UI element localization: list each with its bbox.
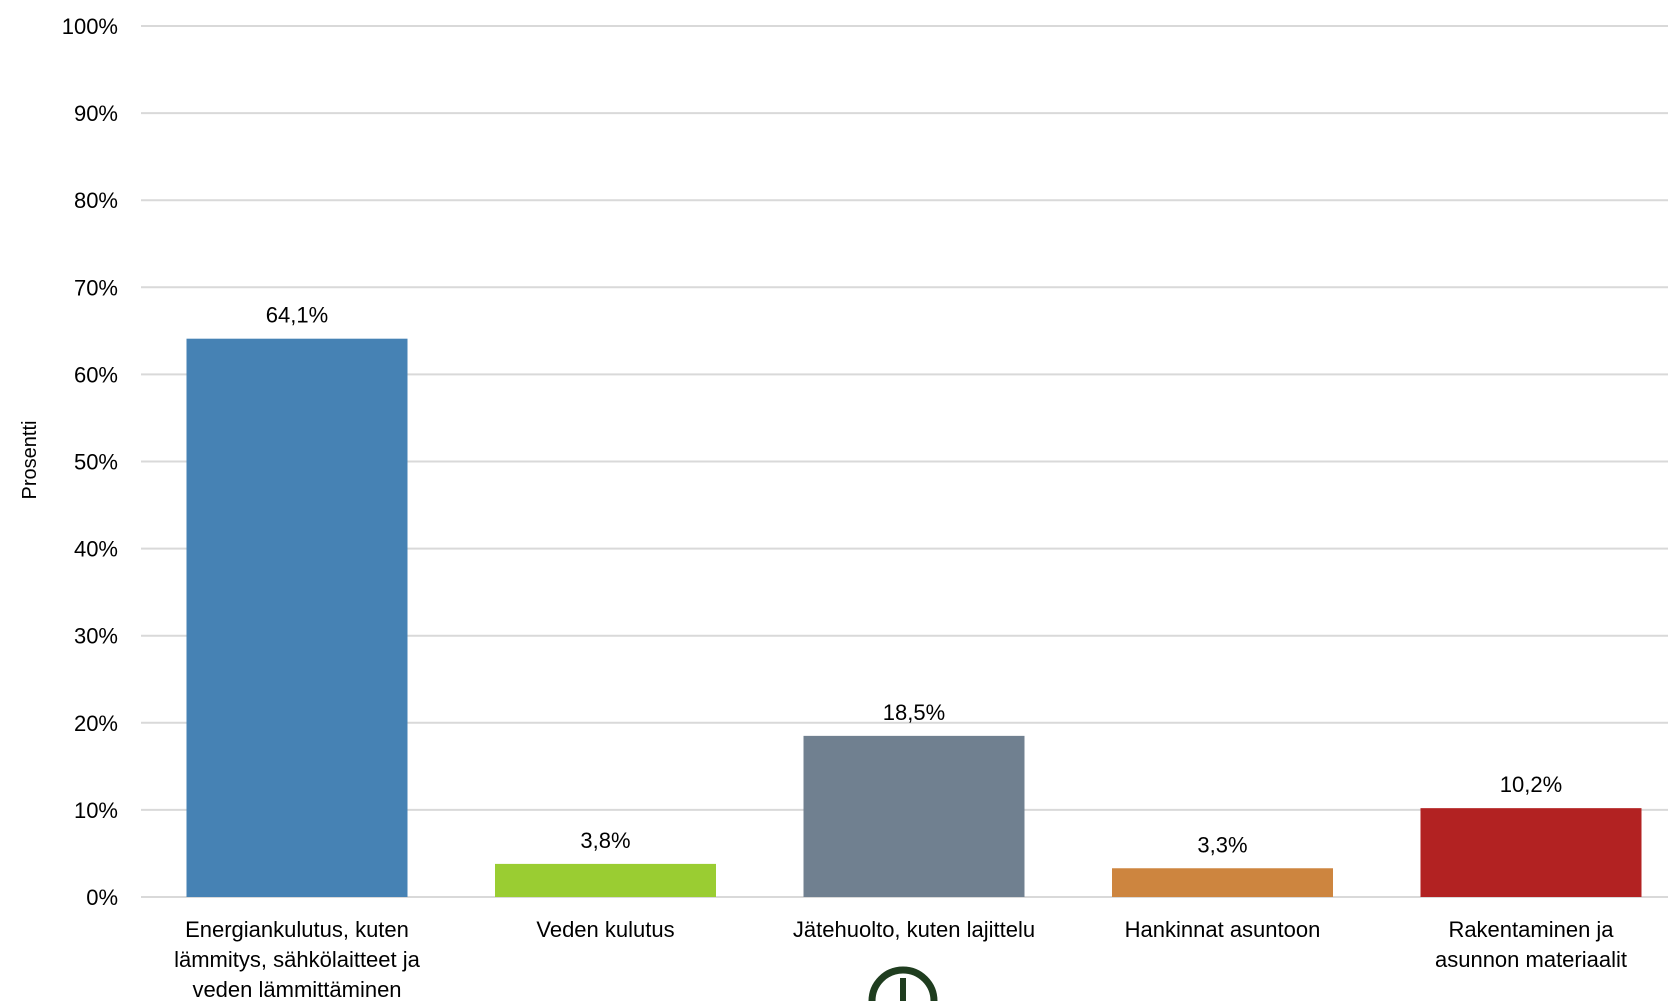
y-tick-label: 90% — [74, 101, 118, 126]
data-label: 18,5% — [883, 700, 945, 725]
category-label-line: Veden kulutus — [536, 917, 674, 942]
bar — [495, 863, 716, 897]
bar — [1420, 808, 1642, 897]
y-tick-label: 80% — [74, 188, 118, 213]
y-axis-tick-labels: 0% 10% 20% 30% 40% 50% 60% 70% 80% 90% 100% — [62, 14, 118, 910]
bar — [803, 735, 1025, 897]
y-tick-label: 30% — [74, 624, 118, 649]
y-tick-label: 10% — [74, 798, 118, 823]
data-labels: 64,1% 3,8% 18,5% 3,3% 10,2% — [266, 303, 1562, 858]
y-tick-label: 70% — [74, 275, 118, 300]
y-tick-label: 0% — [86, 885, 118, 910]
y-axis-label: Prosentti — [19, 421, 41, 500]
category-label-line: Rakentaminen ja — [1448, 917, 1614, 942]
data-label: 10,2% — [1500, 772, 1562, 797]
data-label: 3,3% — [1197, 832, 1247, 857]
y-tick-label: 50% — [74, 450, 118, 475]
y-tick-label: 20% — [74, 711, 118, 736]
data-label: 3,8% — [580, 828, 630, 853]
category-label-line: Jätehuolto, kuten lajittelu — [793, 917, 1035, 942]
category-label-line: Energiankulutus, kuten — [185, 917, 409, 942]
category-label-line: veden lämmittäminen — [192, 977, 401, 1001]
data-label: 64,1% — [266, 303, 328, 328]
logo-emblem — [868, 966, 938, 1001]
bars — [186, 338, 1642, 898]
category-label-line: asunnon materiaalit — [1435, 947, 1627, 972]
y-tick-label: 60% — [74, 362, 118, 387]
bar — [1112, 868, 1333, 897]
category-label-line: lämmitys, sähkölaitteet ja — [174, 947, 421, 972]
y-tick-label: 100% — [62, 14, 118, 39]
y-tick-label: 40% — [74, 537, 118, 562]
category-label-line: Hankinnat asuntoon — [1125, 917, 1321, 942]
category-labels: Energiankulutus, kuten lämmitys, sähkölai… — [174, 917, 1627, 1001]
bar — [186, 338, 408, 898]
